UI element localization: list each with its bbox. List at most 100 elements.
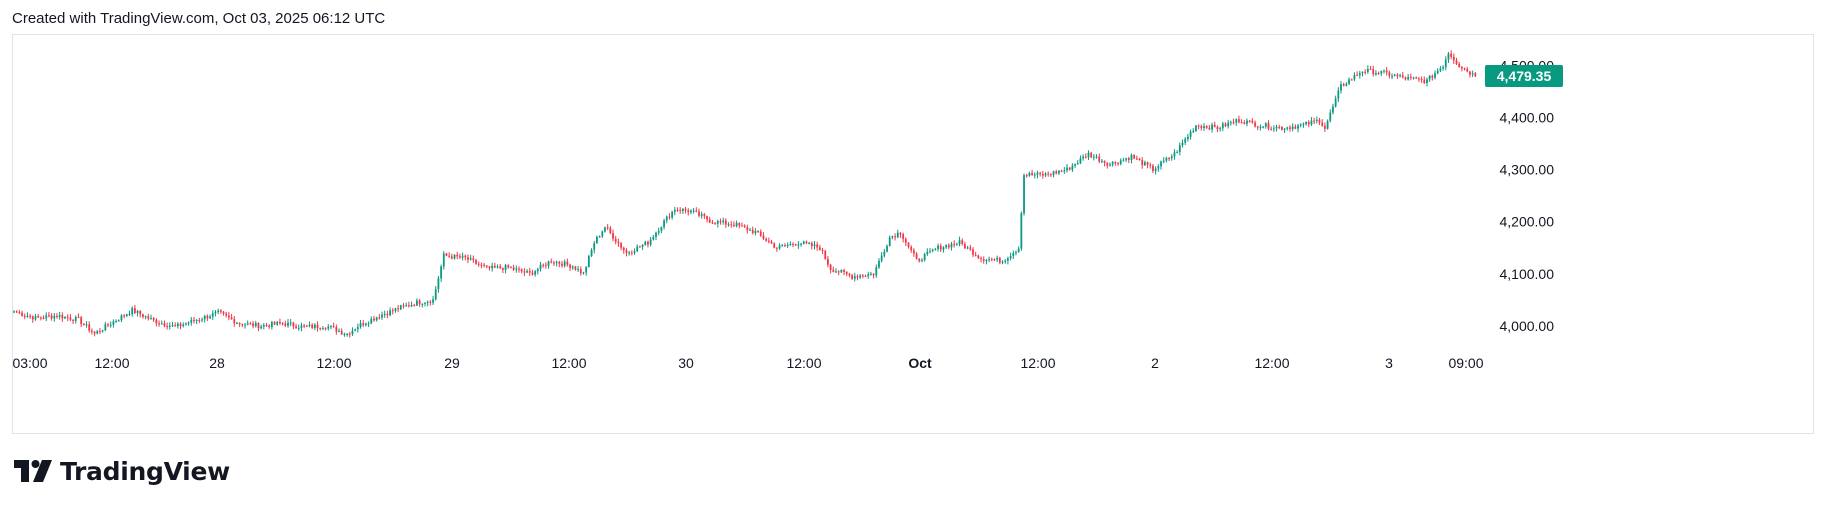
candle-body [1224,123,1227,127]
candle-body [72,319,74,321]
candle-body [373,318,375,321]
candle-body [754,231,757,234]
candle-body [1125,158,1128,160]
candle-body [818,247,821,250]
candle-body [193,319,195,321]
candle-body [1452,56,1455,61]
candle-body [1321,122,1324,126]
candle-body [313,324,316,328]
candle-body [703,214,706,217]
candle-body [440,266,443,279]
candle-body [1074,164,1076,166]
time-tick-label: 12:00 [786,355,821,371]
candle-body [569,264,571,268]
time-tick-label: 12:00 [1254,355,1289,371]
candle-body [880,255,883,261]
time-tick-label: 09:00 [1448,355,1483,371]
candle-body [596,236,598,244]
candle-body [528,271,531,273]
time-axis[interactable]: 03:00 12:00 28 12:00 29 12:00 30 12:00 Oct 12:00 2… [12,355,1483,371]
candle-body [179,323,182,327]
candle-body [485,265,488,267]
tradingview-logo[interactable]: TradingView [14,456,230,486]
candle-body [730,224,733,226]
candle-body [875,267,878,276]
candle-body [308,324,311,327]
candle-body [1162,160,1165,162]
candle-body [375,317,378,321]
candle-body [816,244,819,248]
candle-body [585,266,588,273]
candle-body [759,231,762,236]
candle-body [45,315,48,319]
candle-body [42,317,45,319]
candle-body [176,323,179,327]
candle-body [442,253,445,267]
candle-body [1154,168,1157,171]
candle-body [690,210,692,213]
candle-body [109,324,112,326]
chart-frame [12,34,1814,434]
candle-body [112,321,115,325]
time-tick-label: 30 [678,355,694,371]
candle-body [668,216,671,218]
candle-body [88,324,91,331]
candle-body [1447,53,1450,60]
candle-body [802,241,805,244]
candlestick-chart[interactable]: 4,000.00 4,100.00 4,200.00 4,300.00 4,400.00… [12,34,1814,434]
candle-body [915,253,918,259]
candle-body [531,272,534,275]
candle-body [1036,172,1039,175]
candle-body [512,267,515,270]
candle-body [241,324,244,326]
candle-body [1213,124,1216,127]
candle-body [1366,68,1369,72]
candle-body [1001,261,1004,263]
candle-body [579,269,582,274]
candle-body [813,244,816,247]
candle-body [1329,112,1332,121]
candle-body [1474,73,1477,77]
candle-body [587,256,590,267]
candle-body [432,299,434,303]
candle-body [1291,126,1294,129]
candle-body [456,254,459,257]
last-price-label: 4,479.35 [1497,68,1552,84]
candle-body [778,245,781,249]
candle-body [1289,127,1291,129]
candle-body [1208,127,1211,130]
candle-body [902,234,905,240]
price-axis[interactable]: 4,000.00 4,100.00 4,200.00 4,300.00 4,400.00… [1500,57,1555,334]
candle-body [663,220,665,228]
candle-body [1197,125,1200,127]
candle-body [980,258,982,260]
candle-body [614,238,617,242]
candle-body [1079,158,1082,164]
candle-body [630,252,633,254]
candle-body [883,251,886,256]
candle-body [64,316,66,319]
candle-body [48,315,50,317]
candle-body [714,223,717,225]
candle-body [206,315,209,319]
candle-body [789,243,792,245]
candle-body [910,246,913,251]
candle-body [692,210,695,212]
candle-body [1211,124,1213,130]
candle-body [1090,152,1093,158]
candle-body [1248,120,1251,122]
candle-body [1310,120,1313,125]
candle-body [493,265,496,268]
candle-body [990,259,993,261]
last-price-badge: 4,479.35 [1485,65,1563,88]
candle-body [182,324,185,327]
candle-body [628,252,631,254]
candle-body [969,247,972,250]
candle-body [620,243,622,248]
candle-body [550,261,553,263]
candle-body [649,239,652,245]
last-price-badge-bg [1485,65,1563,88]
candle-body [593,243,596,250]
candle-body [829,264,832,270]
candle-body [1087,152,1090,158]
